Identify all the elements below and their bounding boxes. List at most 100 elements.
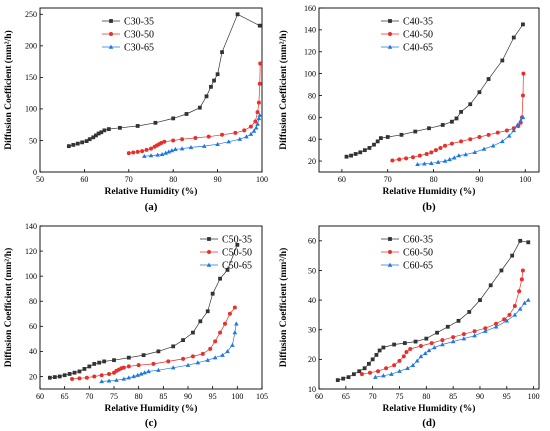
data-point — [99, 130, 104, 135]
legend-marker — [388, 19, 392, 23]
data-point — [179, 146, 185, 151]
data-point — [418, 344, 423, 349]
data-point — [445, 324, 450, 329]
data-point — [204, 94, 209, 99]
data-point — [397, 157, 402, 162]
y-tick-label: 20 — [308, 157, 316, 166]
legend-marker — [387, 262, 393, 267]
y-tick-label: 120 — [25, 247, 37, 256]
data-point — [385, 135, 390, 139]
data-point — [511, 35, 516, 40]
x-tick-label: 80 — [422, 392, 430, 401]
data-point — [121, 365, 126, 370]
data-point — [84, 139, 89, 143]
data-point — [483, 328, 488, 333]
data-point — [52, 375, 57, 379]
data-point — [201, 143, 207, 148]
y-tick-label: 60 — [308, 113, 316, 122]
data-point — [510, 253, 515, 258]
chart-svg: 60 70 80 90 100 20 40 60 80 100 120 140 160 Relative … — [278, 4, 540, 213]
x-tick-label: 80 — [135, 392, 143, 401]
y-tick-label: 20 — [308, 355, 316, 364]
data-point — [415, 161, 420, 167]
data-point — [357, 369, 362, 374]
data-point — [451, 155, 457, 160]
y-tick-label: 100 — [25, 272, 37, 281]
data-point — [376, 369, 381, 374]
data-point — [335, 378, 340, 383]
data-point — [426, 348, 432, 353]
data-point — [102, 128, 107, 133]
data-point — [235, 242, 240, 247]
x-tick-label: 100 — [528, 392, 540, 401]
data-point — [381, 373, 386, 378]
data-point — [232, 330, 238, 335]
data-point — [515, 122, 520, 127]
data-point — [519, 277, 524, 282]
data-point — [397, 368, 402, 373]
data-point — [96, 131, 101, 136]
data-point — [171, 116, 176, 121]
data-point — [136, 363, 141, 368]
data-point — [162, 139, 167, 144]
data-point — [422, 161, 427, 166]
data-point — [499, 268, 504, 273]
data-point — [198, 319, 203, 324]
data-point — [454, 116, 459, 121]
data-point — [163, 150, 168, 155]
data-point — [47, 375, 52, 380]
data-point — [401, 354, 406, 359]
data-point — [146, 369, 151, 374]
y-axis-title: Diffusion Coefficient (mm²/h) — [278, 248, 289, 367]
data-point — [156, 367, 161, 372]
x-tick-label: 100 — [231, 392, 243, 401]
data-point — [417, 153, 422, 158]
legend-label: C50-35 — [222, 235, 252, 246]
data-point — [200, 351, 205, 356]
data-point — [140, 149, 145, 154]
data-point — [404, 349, 409, 354]
data-point — [375, 139, 380, 144]
data-point — [257, 81, 262, 86]
data-point — [517, 289, 522, 294]
legend-label: C40-65 — [403, 43, 433, 54]
data-point — [367, 370, 372, 375]
data-point — [367, 361, 371, 366]
data-point — [188, 145, 194, 150]
panel-label: (d) — [422, 417, 436, 429]
panel-label: (a) — [145, 201, 158, 213]
data-point — [463, 152, 468, 157]
data-point — [126, 364, 131, 369]
series-C50-50 — [70, 305, 237, 381]
data-point — [520, 93, 525, 98]
data-point — [494, 321, 499, 326]
data-point — [377, 348, 382, 353]
legend-label: C60-35 — [403, 235, 433, 246]
data-point — [70, 376, 75, 381]
data-point — [495, 130, 500, 135]
data-point — [440, 123, 445, 127]
data-point — [367, 146, 372, 150]
data-point — [112, 358, 116, 363]
x-tick-label: 70 — [384, 175, 392, 184]
data-point — [397, 358, 402, 363]
data-point — [220, 50, 224, 55]
x-tick-label: 85 — [159, 392, 167, 401]
data-point — [256, 100, 261, 105]
data-point — [429, 341, 434, 346]
chart-svg: 60 65 70 75 80 85 90 95 100 10 20 30 40 50 60 Relative … — [278, 225, 540, 429]
data-point — [197, 105, 202, 110]
x-tick-label: 85 — [449, 392, 457, 401]
data-point — [353, 152, 358, 156]
data-point — [126, 151, 131, 156]
legend-item: C60-50 — [381, 248, 433, 259]
data-point — [155, 152, 160, 157]
data-point — [62, 373, 67, 378]
x-tick-label: 95 — [209, 392, 217, 401]
legend-label: C50-50 — [222, 248, 252, 259]
data-point — [372, 142, 376, 147]
data-point — [235, 12, 240, 17]
data-point — [102, 359, 107, 364]
x-tick-label: 95 — [503, 392, 511, 401]
